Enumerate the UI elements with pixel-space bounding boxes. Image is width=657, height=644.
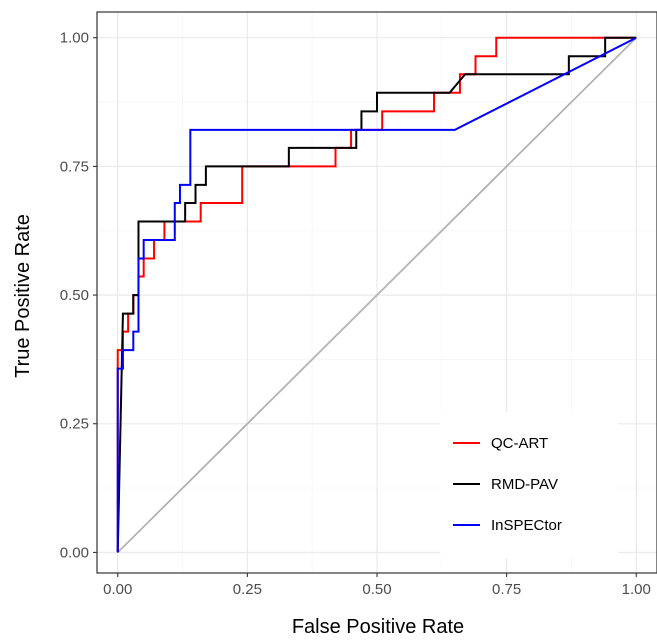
y-tick-label: 0.50 <box>60 287 89 304</box>
diagonal-reference-line <box>117 37 637 554</box>
axis-ticks: 0.00 0.25 0.50 0.75 1.00 0.00 0.25 0.50 0.75 1.00 <box>60 30 651 598</box>
y-tick-label: 0.25 <box>60 416 89 433</box>
plot-area <box>116 36 637 554</box>
legend-label: RMD-PAV <box>491 476 558 493</box>
grid <box>97 12 657 573</box>
y-tick-label: 0.00 <box>60 544 89 561</box>
x-axis-title: False Positive Rate <box>292 616 464 638</box>
x-tick-label: 0.00 <box>103 581 132 598</box>
x-tick-label: 0.75 <box>492 581 521 598</box>
x-tick-label: 1.00 <box>622 581 651 598</box>
legend-label: InSPECtor <box>491 517 562 534</box>
y-tick-label: 0.75 <box>60 158 89 175</box>
series-line-inspector <box>116 36 637 553</box>
y-tick-label: 1.00 <box>60 30 89 47</box>
legend-label: QC-ART <box>491 435 548 452</box>
y-axis-title: True Positive Rate <box>12 214 34 378</box>
x-tick-label: 0.25 <box>233 581 262 598</box>
legend: QC-ART RMD-PAV InSPECtor <box>440 412 618 558</box>
x-tick-label: 0.50 <box>362 581 391 598</box>
